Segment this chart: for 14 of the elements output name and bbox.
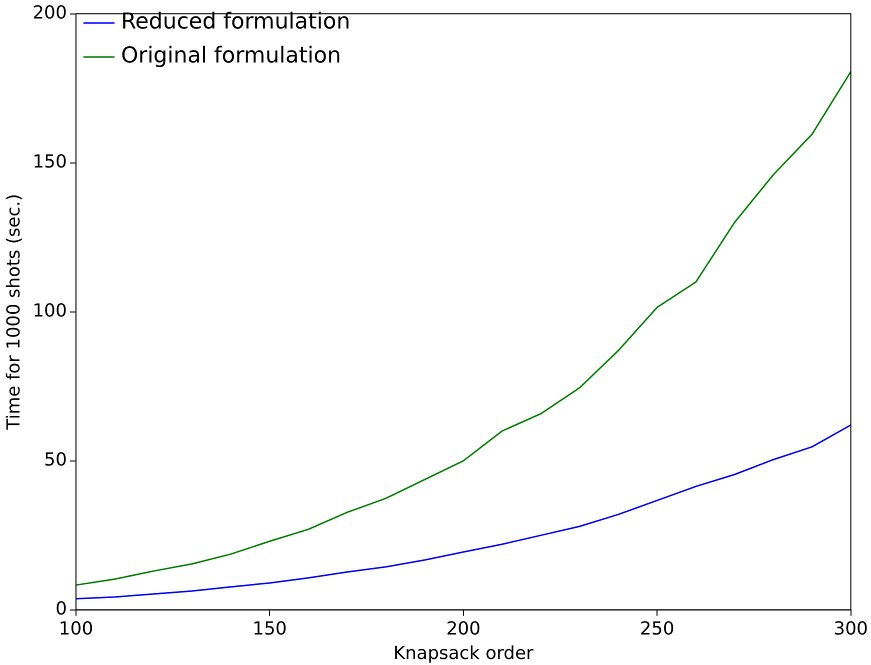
x-axis-title: Knapsack order	[393, 642, 534, 664]
y-tick-label: 0	[56, 598, 67, 620]
x-tick-label: 300	[834, 618, 868, 640]
y-tick-label: 150	[32, 151, 67, 172]
y-tick-label: 200	[32, 2, 67, 24]
x-tick-label: 200	[446, 618, 481, 640]
y-tick-label: 100	[32, 300, 67, 322]
x-tick-label: 250	[640, 618, 674, 640]
legend-label: Reduced formulation	[120, 10, 350, 35]
y-axis-title: Time for 1000 shots (sec.)	[3, 194, 24, 431]
x-tick-label: 150	[252, 618, 287, 640]
y-tick-label: 50	[44, 449, 67, 470]
legend-label: Original formulation	[120, 44, 342, 69]
x-tick-label: 100	[58, 618, 94, 640]
